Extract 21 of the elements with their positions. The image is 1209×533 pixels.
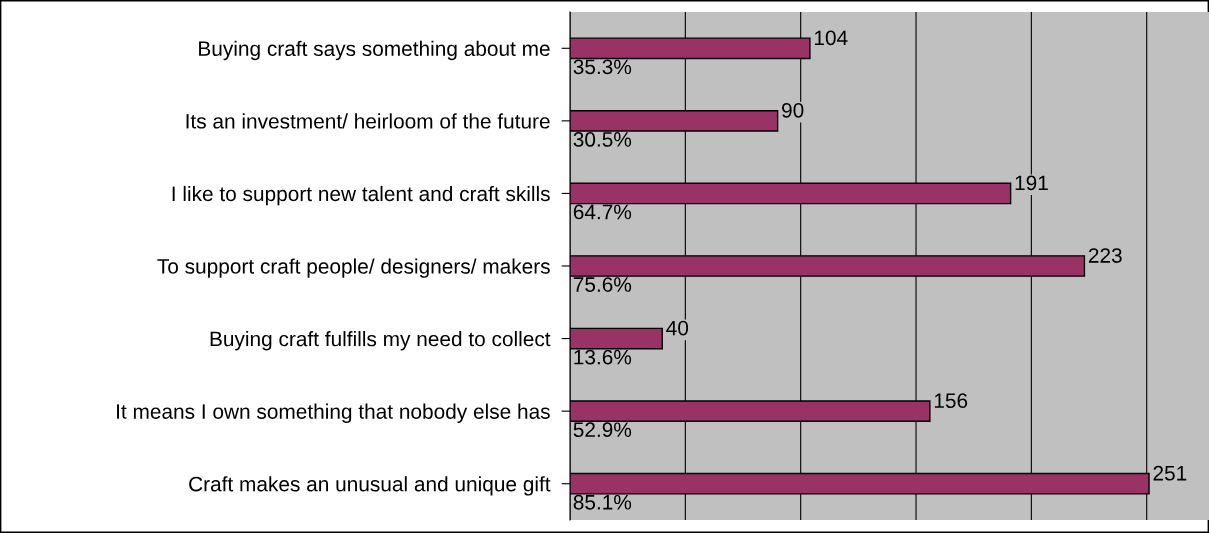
annotation: 35.3% <box>573 59 632 75</box>
data-label: 104 <box>814 30 848 46</box>
data-label: 191 <box>1015 175 1048 191</box>
y-tick-label: Its an investment/ heirloom of the future <box>186 113 550 129</box>
y-tick-label: Craft makes an unusual and unique gift <box>189 476 551 496</box>
y-tick-label: Buying craft fulfills my need to collect <box>210 331 551 351</box>
y-tick-label: It means I own something that nobody else has <box>117 403 550 424</box>
annotation: 85.1% <box>573 494 632 510</box>
data-label: 156 <box>934 393 968 409</box>
annotation: 30.5% <box>573 132 632 147</box>
y-tick-label: To support craft people/ designers/ makers <box>157 258 550 278</box>
data-label: 223 <box>1088 248 1122 263</box>
annotation: 64.7% <box>573 204 632 220</box>
y-tick-label: I like to support new talent and craft skills <box>172 185 550 206</box>
annotation: 13.6% <box>574 349 632 365</box>
annotation: 75.6% <box>573 277 632 292</box>
annotation: 52.9% <box>573 422 632 438</box>
data-label: 251 <box>1153 465 1187 481</box>
data-label: 40 <box>666 320 689 336</box>
y-tick-label: Buying craft says something about me <box>199 40 550 61</box>
data-label: 90 <box>782 102 804 118</box>
